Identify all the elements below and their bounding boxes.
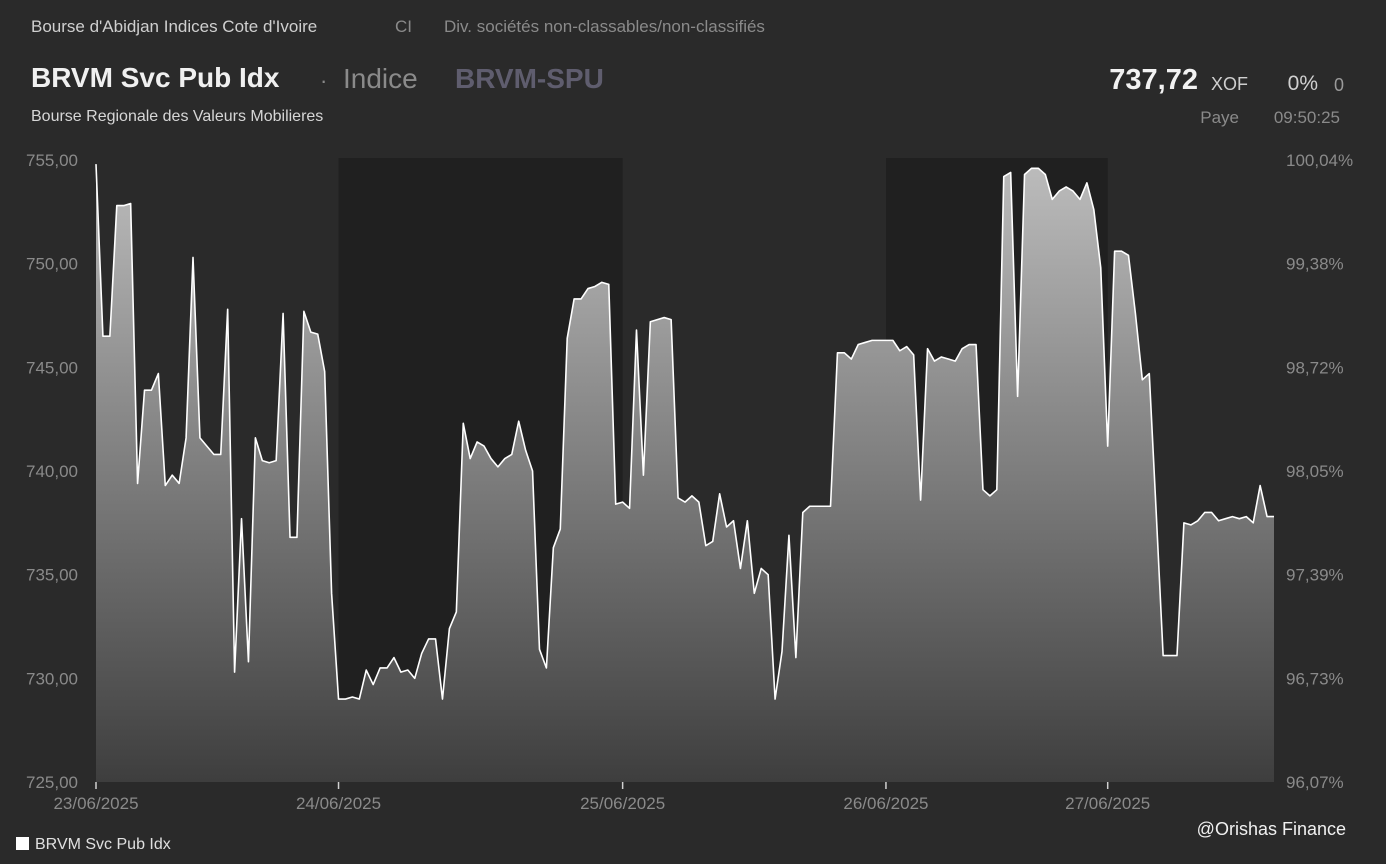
exchange-bar: Bourse d'Abidjan Indices Cote d'Ivoire C…	[31, 17, 765, 37]
legend-swatch	[16, 837, 29, 850]
y-tick-label: 740,00	[26, 462, 78, 481]
y2-tick-label: 96,73%	[1286, 669, 1344, 688]
title-separator: ·	[320, 68, 328, 93]
x-tick-label: 24/06/2025	[296, 794, 381, 813]
legend-label: BRVM Svc Pub Idx	[35, 836, 171, 853]
exchange-subtitle: Bourse Regionale des Valeurs Mobilieres	[31, 108, 324, 125]
watermark: @Orishas Finance	[1196, 819, 1346, 839]
last-price: 737,72	[1109, 64, 1198, 96]
y-tick-label: 750,00	[26, 255, 78, 274]
price-line	[95, 164, 1274, 700]
y2-tick-label: 96,07%	[1286, 773, 1344, 792]
chart-legend[interactable]: BRVM Svc Pub Idx	[16, 836, 171, 854]
y2-tick-label: 98,05%	[1286, 462, 1344, 481]
y-tick-label: 735,00	[26, 566, 78, 585]
x-tick-label: 27/06/2025	[1065, 794, 1150, 813]
change-value: 0	[1333, 75, 1344, 95]
y-tick-label: 755,00	[26, 151, 78, 170]
quote-box: 737,72 XOF 0% 0 Paye 09:50:25	[986, 64, 1386, 134]
quote-status: Paye	[1200, 108, 1239, 127]
y2-tick-label: 98,72%	[1286, 358, 1344, 377]
sector-label: Div. sociétés non-classables/non-classif…	[444, 17, 765, 36]
ticker-symbol: BRVM-SPU	[455, 63, 604, 94]
change-percent: 0%	[1287, 72, 1318, 95]
y-tick-label: 745,00	[26, 358, 78, 377]
y2-tick-label: 99,38%	[1286, 255, 1344, 274]
y-tick-label: 725,00	[26, 773, 78, 792]
title-row: BRVM Svc Pub Idx · Indice BRVM-SPU	[31, 62, 604, 94]
x-tick-label: 23/06/2025	[53, 794, 138, 813]
y-tick-label: 730,00	[26, 669, 78, 688]
x-tick-label: 25/06/2025	[580, 794, 665, 813]
y2-tick-label: 97,39%	[1286, 566, 1344, 585]
x-tick-label: 26/06/2025	[843, 794, 928, 813]
quote-time: 09:50:25	[1273, 108, 1340, 127]
price-area	[96, 164, 1274, 782]
country-code: CI	[395, 17, 412, 36]
currency: XOF	[1210, 74, 1248, 94]
y2-tick-label: 100,04%	[1286, 151, 1353, 170]
index-title: BRVM Svc Pub Idx	[31, 62, 280, 93]
exchange-name: Bourse d'Abidjan Indices Cote d'Ivoire	[31, 17, 318, 36]
instrument-type: Indice	[343, 63, 418, 94]
